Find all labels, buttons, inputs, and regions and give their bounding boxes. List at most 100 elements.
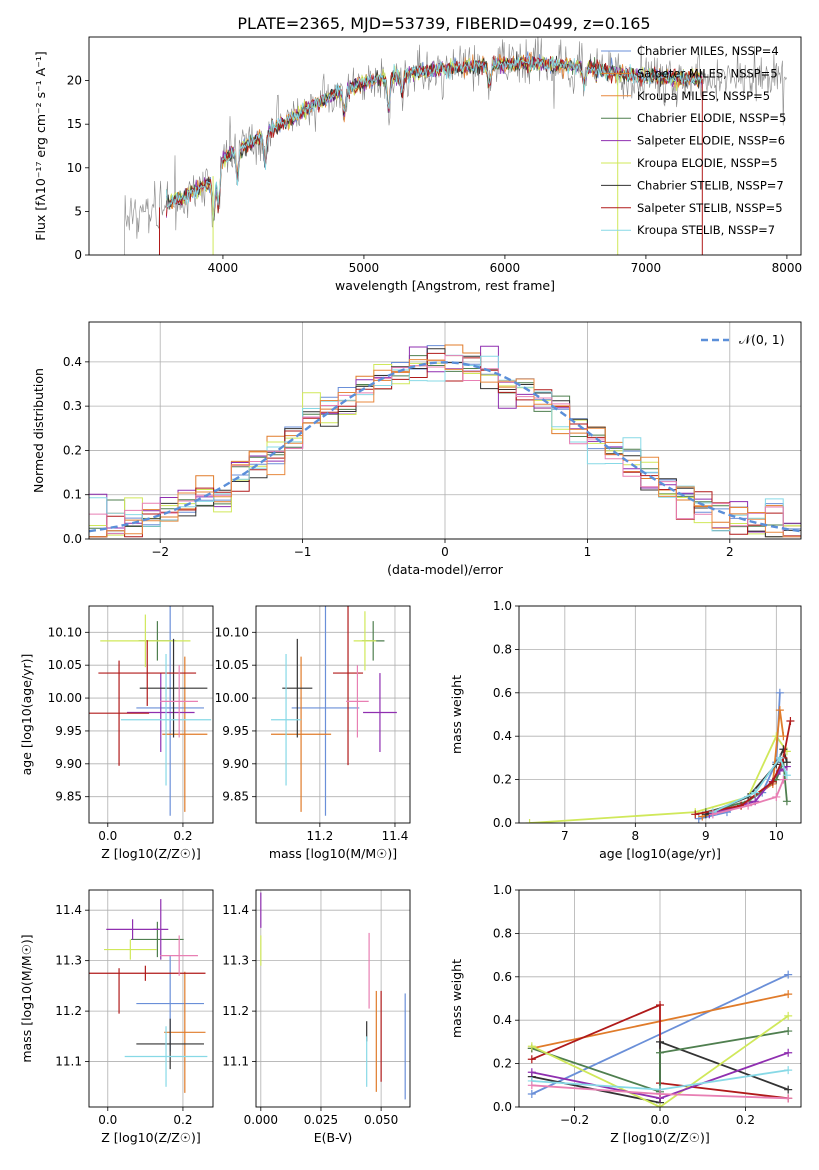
y-axis-label: mass weight [449,675,464,754]
y-tick-label: 0.0 [63,532,82,546]
model-spectrum-line [166,55,703,217]
x-tick-label: 0.025 [304,1113,338,1127]
legend-label: Chabrier ELODIE, NSSP=5 [637,111,786,125]
y-tick-label: 9.85 [55,790,82,804]
panel-mass-vs-EBV: 0.000 0.025 0.050 11.1 11.2 11.3 11.4 E(B-V) [222,889,411,1145]
mass-weight-line [702,710,785,818]
y-axis-label: Flux [fλ10⁻¹⁷ erg cm⁻² s⁻¹ A⁻¹] [33,51,48,240]
mass-weight-marker [525,819,534,823]
x-axis-label: (data-model)/error [387,562,504,577]
x-tick-label: 0.000 [244,1113,278,1127]
y-tick-label: 10.10 [215,625,249,639]
x-tick-label: −1 [294,545,312,559]
mass-weight-marker [784,990,793,999]
y-tick-label: 11.1 [55,1055,82,1069]
panel-residuals: −2 −1 0 1 2 0.0 0.1 0.2 0.3 0.4 (data-model)/error… [31,321,802,577]
legend-label: Chabrier MILES, NSSP=4 [637,44,779,58]
x-tick-label: 1 [584,545,592,559]
y-tick-label: 1.0 [493,883,512,897]
axes-frame [255,889,411,1108]
mass-weight-marker [779,732,788,741]
y-tick-label: 0.6 [493,970,512,984]
plot-area [527,970,793,1107]
model-spectrum-line [166,51,703,223]
y-tick-label: 0.2 [63,443,82,457]
y-tick-label: 10 [67,161,82,175]
x-tick-label: 0 [441,545,449,559]
y-tick-label: 11.2 [222,1004,249,1018]
error-bar-point [106,919,159,940]
error-bar-point [98,640,197,706]
legend-label: Salpeter MILES, NSSP=5 [637,66,778,80]
x-tick-label: 10 [769,829,784,843]
mass-weight-marker [527,1055,536,1064]
y-tick-label: 9.95 [222,724,249,738]
y-tick-label: 10.10 [48,625,82,639]
y-axis-label: age [log10(age/yr)] [19,654,34,776]
error-bar-point [120,654,212,786]
y-tick-label: 11.4 [222,903,249,917]
error-bar-point [139,638,208,738]
mass-weight-marker [784,1027,793,1036]
y-tick-label: 1.0 [493,599,512,613]
mass-weight-marker [527,1089,536,1098]
axes-frame [88,36,802,256]
mass-weight-marker [656,1048,664,1057]
x-axis-label: Z [log10(Z/Z☉)] [101,846,201,861]
model-spectrum-line [166,57,703,221]
x-tick-label: 7 [561,829,569,843]
residual-histogram [89,359,801,538]
figure-title: PLATE=2365, MJD=53739, FIBERID=0499, z=0… [237,14,650,33]
mass-weight-marker [784,1048,793,1057]
y-axis-label: mass [log10(M/M☉)] [19,934,34,1062]
y-tick-label: 0 [74,248,82,262]
y-tick-label: 0.8 [493,926,512,940]
error-bar-point [126,673,195,752]
x-tick-label: 0.2 [173,829,192,843]
mass-weight-marker [784,1085,793,1094]
x-tick-label: 5000 [349,261,380,275]
panel-age-vs-mass: 11.2 11.4 9.85 9.90 9.95 10.00 10.05 10.10 mass … [215,605,411,861]
error-bar-point [363,673,397,752]
y-tick-label: 11.3 [222,954,249,968]
panel-weight-vs-Z: −0.2 0.0 0.2 0.0 0.2 0.4 0.6 0.8 1.0 Z [log10(Z/Z… [449,883,802,1145]
y-tick-label: 0.3 [63,399,82,413]
x-tick-label: 0.0 [98,1113,117,1127]
y-tick-label: 0.2 [493,1057,512,1071]
y-tick-label: 10.05 [48,658,82,672]
x-tick-label: 0.0 [98,829,117,843]
mass-weight-marker [656,1001,664,1010]
error-bar-point [346,665,369,738]
x-axis-label: E(B-V) [314,1130,353,1145]
x-tick-label: 0.2 [736,1113,755,1127]
mass-weight-marker [656,1037,664,1046]
plot-area [271,606,397,816]
mass-weight-marker [775,688,784,697]
mass-weight-marker [784,1094,793,1103]
legend-label: Kroupa ELODIE, NSSP=5 [637,156,778,170]
y-tick-label: 0.8 [493,642,512,656]
mass-weight-marker [751,788,760,797]
y-tick-label: 0.0 [493,1100,512,1114]
y-tick-label: 10.05 [215,658,249,672]
x-tick-label: 7000 [631,261,662,275]
axes-frame [255,605,411,824]
x-axis-label: mass [log10(M/M☉)] [269,846,397,861]
legend-label: Kroupa STELIB, NSSP=7 [637,223,775,237]
x-tick-label: 9 [702,829,710,843]
x-tick-label: 0.050 [364,1113,398,1127]
x-axis-label: age [log10(age/yr)] [599,846,721,861]
x-tick-label: 11.2 [306,829,333,843]
x-tick-label: −0.2 [560,1113,589,1127]
y-tick-label: 0.4 [493,729,512,743]
y-tick-label: 0.0 [493,816,512,830]
plot-area [260,892,406,1100]
y-tick-label: 9.95 [55,724,82,738]
legend-label: Salpeter STELIB, NSSP=5 [637,201,783,215]
legend-label: Chabrier STELIB, NSSP=7 [637,178,784,192]
plot-area [525,688,795,823]
model-spectrum-line [166,56,703,219]
error-bar-point [89,965,206,981]
y-tick-label: 9.90 [55,757,82,771]
